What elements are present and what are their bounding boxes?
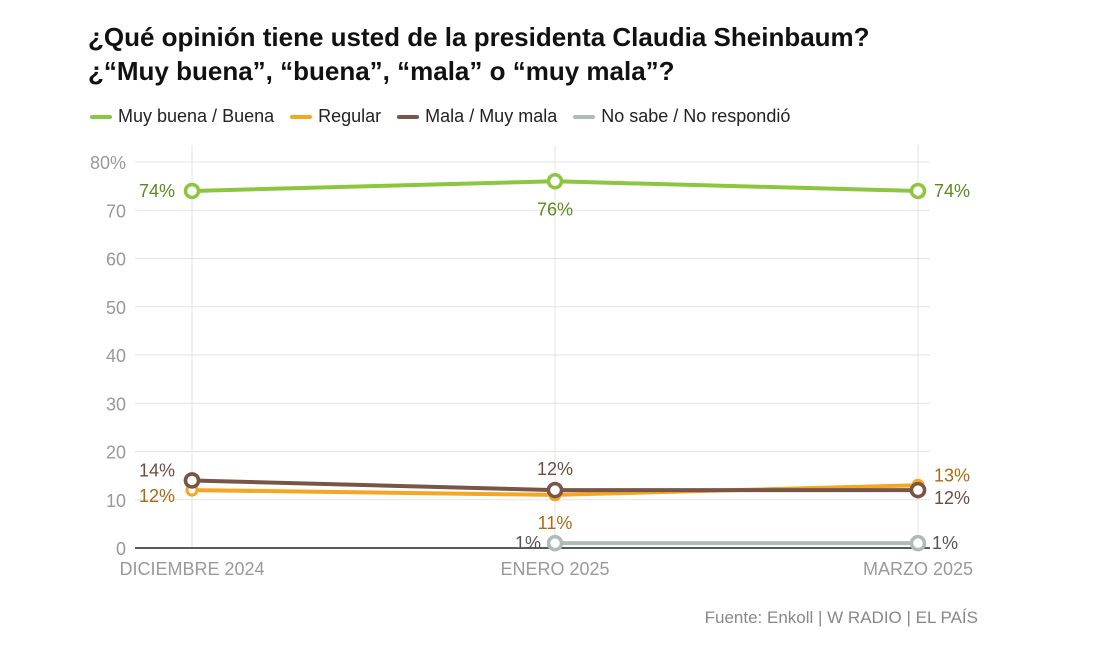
data-label: 74%: [139, 181, 175, 201]
legend-swatch: [397, 114, 420, 119]
data-point: [909, 481, 927, 499]
data-point: [183, 472, 201, 489]
legend-swatch: [90, 114, 112, 119]
x-tick-label: ENERO 2025: [500, 559, 609, 579]
source-note: Fuente: Enkoll | W RADIO | EL PAÍS: [704, 608, 978, 627]
y-tick-label: 60: [106, 250, 126, 270]
data-label: 76%: [537, 199, 573, 219]
y-tick-label: 20: [106, 443, 126, 463]
data-label: 11%: [538, 513, 573, 533]
y-tick-label: 70: [106, 201, 126, 221]
legend-label: Regular: [318, 106, 382, 126]
legend-label: Mala / Muy mala: [425, 106, 558, 126]
data-label: 14%: [139, 460, 175, 480]
data-label: 12%: [537, 459, 573, 479]
data-label: 12%: [139, 486, 175, 506]
legend-swatch: [573, 114, 596, 119]
legend-label: Muy buena / Buena: [118, 106, 275, 126]
data-label: 1%: [515, 533, 541, 553]
chart-title: ¿Qué opinión tiene usted de la president…: [88, 20, 870, 88]
legend-swatch: [290, 114, 313, 119]
data-label: 12%: [934, 488, 970, 508]
y-tick-label: 40: [106, 346, 126, 366]
data-point: [546, 481, 564, 499]
legend-item-muy-buena: Muy buena / Buena: [90, 106, 274, 127]
y-tick-label: 80%: [90, 153, 126, 173]
x-tick-label: MARZO 2025: [863, 559, 973, 579]
data-point: [546, 173, 564, 190]
data-point: [546, 534, 564, 552]
data-point: [909, 182, 927, 200]
y-tick-label: 30: [106, 394, 126, 414]
legend: Muy buena / Buena Regular Mala / Muy mal…: [90, 106, 790, 127]
legend-label: No sabe / No respondió: [601, 106, 791, 126]
data-label: 1%: [932, 533, 958, 553]
y-tick-label: 0: [116, 539, 126, 559]
data-point: [909, 534, 927, 552]
y-tick-label: 10: [106, 491, 126, 511]
legend-item-no-sabe: No sabe / No respondió: [573, 106, 790, 127]
chart-title-line1: ¿Qué opinión tiene usted de la president…: [88, 22, 870, 52]
x-tick-label: DICIEMBRE 2024: [119, 559, 264, 579]
data-label: 74%: [934, 181, 970, 201]
y-tick-label: 50: [106, 298, 126, 318]
legend-item-mala: Mala / Muy mala: [397, 106, 557, 127]
chart-title-line2: ¿“Muy buena”, “buena”, “mala” o “muy mal…: [88, 56, 675, 86]
data-point: [183, 182, 201, 200]
data-label: 13%: [934, 465, 970, 485]
legend-item-regular: Regular: [290, 106, 381, 127]
